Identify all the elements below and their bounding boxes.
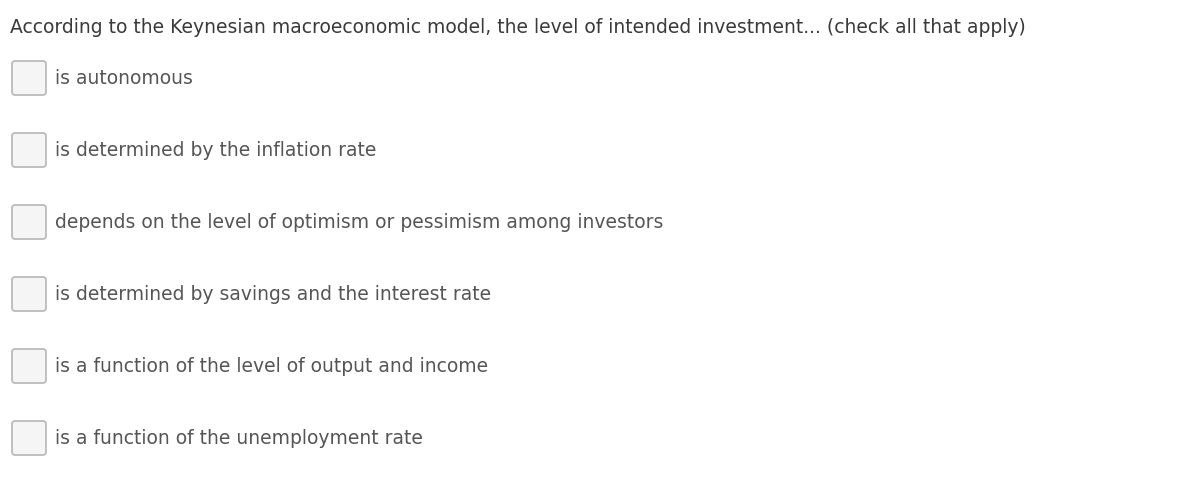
FancyBboxPatch shape <box>12 205 46 239</box>
Text: is determined by savings and the interest rate: is determined by savings and the interes… <box>55 284 491 303</box>
FancyBboxPatch shape <box>12 277 46 311</box>
FancyBboxPatch shape <box>12 421 46 455</box>
FancyBboxPatch shape <box>12 61 46 95</box>
FancyBboxPatch shape <box>12 349 46 383</box>
Text: According to the Keynesian macroeconomic model, the level of intended investment: According to the Keynesian macroeconomic… <box>10 18 1026 37</box>
Text: depends on the level of optimism or pessimism among investors: depends on the level of optimism or pess… <box>55 213 664 231</box>
Text: is autonomous: is autonomous <box>55 69 193 87</box>
Text: is determined by the inflation rate: is determined by the inflation rate <box>55 140 377 160</box>
Text: is a function of the unemployment rate: is a function of the unemployment rate <box>55 429 422 447</box>
FancyBboxPatch shape <box>12 133 46 167</box>
Text: is a function of the level of output and income: is a function of the level of output and… <box>55 356 488 376</box>
